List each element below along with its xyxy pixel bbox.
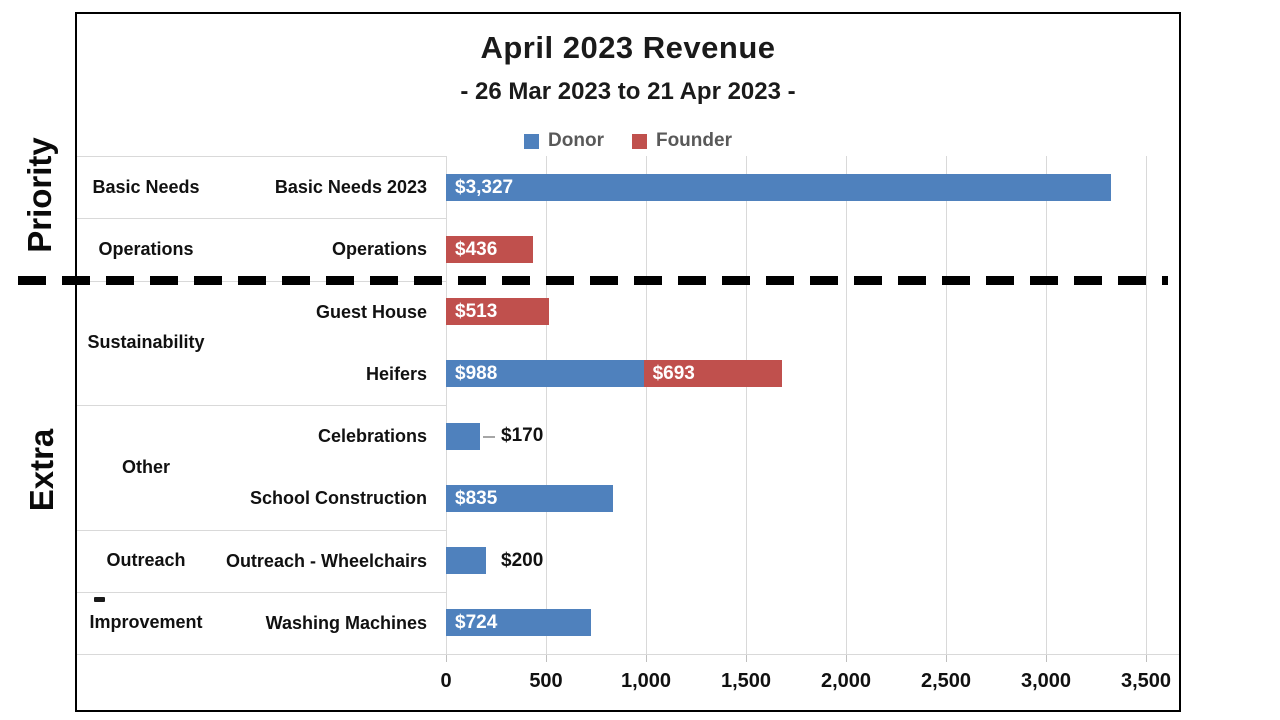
x-axis-tick [546, 654, 547, 662]
gridline [746, 156, 747, 654]
gridline [546, 156, 547, 654]
x-axis-tick-label: 2,000 [820, 670, 872, 692]
panel-right-line [446, 156, 447, 654]
bar-segment-donor [446, 173, 1112, 201]
legend-item-donor: Donor [524, 130, 604, 152]
legend-label: Founder [655, 130, 732, 151]
bar-value-label: $436 [455, 238, 498, 260]
gridline [1046, 156, 1047, 654]
x-axis-line [77, 654, 1179, 655]
gridline [646, 156, 647, 654]
panel-top-line [77, 156, 446, 157]
row-label: Guest House [315, 301, 427, 322]
bar-segment-founder [446, 298, 549, 326]
bar-value-label: $3,327 [455, 176, 514, 198]
chart-title: April 2023 Revenue [480, 30, 776, 65]
bar-value-label: $170 [501, 425, 544, 447]
chart-subtitle: - 26 Mar 2023 to 21 Apr 2023 - [460, 78, 796, 105]
row-separator [77, 405, 446, 406]
x-axis-tick-label: 500 [529, 670, 563, 692]
x-axis-tick [846, 654, 847, 662]
bar-value-label: $835 [455, 487, 498, 509]
row-label: School Construction [250, 488, 427, 509]
founder-swatch-icon [631, 133, 647, 149]
leader-line [483, 436, 495, 438]
bar-value-label: $200 [501, 549, 544, 571]
x-axis-tick [446, 654, 447, 662]
row-separator [77, 529, 446, 531]
bar-value-label: $693 [652, 363, 695, 385]
group-label: Sustainability [87, 332, 205, 353]
group-label: Outreach [106, 550, 186, 571]
gridline [846, 156, 847, 654]
x-axis-tick [746, 654, 747, 662]
bar-segment-founder [446, 235, 534, 263]
donor-swatch-icon [524, 133, 540, 149]
bar-value-label: $724 [455, 612, 498, 634]
row-label: Washing Machines [265, 612, 427, 633]
row-label: Heifers [365, 363, 427, 384]
bar-segment-donor [446, 547, 486, 575]
bar-segment-donor [446, 360, 644, 388]
x-axis-tick-label: 3,000 [1020, 670, 1072, 692]
x-axis-tick [1046, 654, 1047, 662]
stray-mark [94, 597, 105, 602]
x-axis-tick-label: 2,500 [920, 670, 972, 692]
legend-item-founder: Founder [631, 130, 732, 152]
x-axis-tick-label: 1,000 [620, 670, 672, 692]
group-label: Operations [98, 238, 194, 259]
bar-value-label: $513 [455, 301, 498, 323]
bar-segment-donor [446, 422, 480, 450]
row-label: Outreach - Wheelchairs [225, 550, 427, 571]
legend: Donor Founder [75, 130, 1181, 152]
row-separator [77, 218, 446, 220]
x-axis-tick-label: 1,500 [720, 670, 772, 692]
x-axis-tick [1146, 654, 1147, 662]
bar-value-label: $988 [455, 363, 498, 385]
x-axis-tick [946, 654, 947, 662]
bar-segment-donor [446, 609, 591, 637]
x-axis-tick [646, 654, 647, 662]
group-label: Basic Needs [92, 176, 200, 197]
x-axis-tick-label: 0 [440, 670, 452, 692]
row-separator [77, 591, 446, 593]
priority-extra-separator-line [18, 276, 1168, 285]
gridline [1146, 156, 1147, 654]
group-label: Improvement [89, 612, 203, 633]
row-label: Celebrations [317, 426, 427, 447]
row-label: Operations [331, 239, 427, 260]
bar-segment-donor [446, 484, 613, 512]
bar-segment-founder [643, 360, 783, 388]
row-label: Basic Needs 2023 [274, 177, 427, 198]
gridline [946, 156, 947, 654]
legend-label: Donor [548, 130, 604, 151]
group-label: Other [121, 456, 170, 477]
x-axis-tick-label: 3,500 [1120, 670, 1172, 692]
